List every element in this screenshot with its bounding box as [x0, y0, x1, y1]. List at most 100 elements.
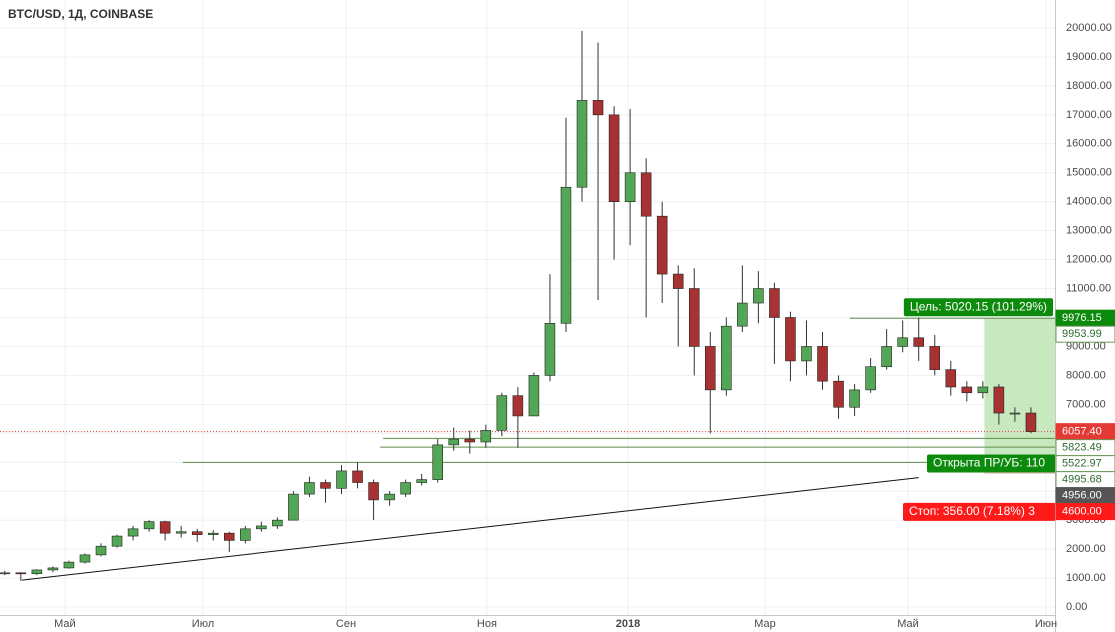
candle-body — [207, 532, 219, 535]
position-label: Открыта ПР/УБ: 110 — [927, 454, 1055, 473]
candle-body — [833, 380, 844, 408]
candle-body — [95, 545, 107, 556]
y-tick-label: 2000.00 — [1066, 543, 1106, 555]
plot-area: Цель: 5020.15 (101.29%) Открыта ПР/УБ: 11… — [0, 0, 1055, 615]
candle-body — [336, 470, 347, 489]
y-tick-label: 0.00 — [1066, 601, 1087, 613]
y-tick-label: 13000.00 — [1066, 225, 1112, 237]
candle-body — [480, 430, 492, 443]
candle-body — [111, 535, 123, 547]
chart-title: BTC/USD, 1Д, COINBASE — [8, 7, 153, 21]
candle-body — [753, 288, 764, 304]
candle-body — [47, 567, 59, 571]
candle-body — [159, 521, 171, 534]
candle-body — [576, 100, 588, 188]
x-tick-label: Май — [897, 618, 919, 630]
candle-body — [897, 337, 908, 347]
candle-body — [624, 172, 636, 203]
price-label: 4600.00 — [1062, 506, 1102, 518]
axes: 0.001000.002000.003000.004000.005000.006… — [54, 22, 1115, 630]
x-tick-label: Май — [54, 618, 76, 630]
candle-body — [801, 346, 812, 362]
candle-body — [656, 215, 668, 275]
x-tick-label: 2018 — [616, 618, 640, 630]
price-label: 4956.00 — [1062, 490, 1102, 502]
y-tick-label: 7000.00 — [1066, 398, 1106, 410]
y-tick-label: 11000.00 — [1066, 282, 1111, 294]
y-tick-label: 19000.00 — [1066, 51, 1112, 63]
candle-body — [865, 366, 876, 391]
candle-body — [224, 532, 235, 541]
y-tick-label: 14000.00 — [1066, 196, 1112, 208]
candle-body — [368, 482, 379, 501]
candle-body — [913, 337, 924, 347]
x-tick-label: Июн — [1035, 618, 1057, 630]
y-tick-label: 18000.00 — [1066, 80, 1112, 92]
candle-body — [240, 528, 251, 541]
position-label-box — [903, 502, 1055, 521]
candle-body — [929, 346, 941, 370]
candle-body — [849, 389, 860, 408]
position-label: Цель: 5020.15 (101.29%) — [903, 298, 1053, 317]
candle-body — [384, 493, 395, 501]
price-label: 6057.40 — [1062, 426, 1102, 438]
y-tick-label: 20000.00 — [1066, 22, 1112, 34]
candle-body — [544, 322, 556, 376]
price-label: 9976.15 — [1062, 312, 1102, 324]
trendline — [21, 477, 919, 581]
candle-body — [528, 375, 540, 417]
candle-body — [785, 317, 796, 362]
candle-body — [496, 395, 508, 431]
candle-body — [737, 302, 748, 327]
candle-body — [560, 186, 572, 324]
candle-body — [769, 288, 780, 318]
candle-body — [993, 386, 1005, 414]
x-tick-label: Мар — [754, 618, 776, 630]
price-label-box — [1055, 503, 1115, 521]
candle-body — [400, 482, 411, 495]
candle-body — [464, 438, 476, 443]
y-tick-label: 8000.00 — [1066, 369, 1106, 381]
price-label: 4995.68 — [1062, 474, 1102, 486]
candle-body — [1025, 412, 1037, 432]
candle-body — [1009, 412, 1021, 415]
price-label: 9953.99 — [1062, 328, 1102, 340]
candle-body — [288, 493, 299, 521]
y-tick-label: 12000.00 — [1066, 254, 1112, 266]
y-tick-label: 17000.00 — [1066, 109, 1112, 121]
position-label-box — [903, 298, 1053, 317]
y-tick-label: 16000.00 — [1066, 138, 1112, 150]
position-label: Стоп: 356.00 (7.18%) 3 — [903, 502, 1055, 521]
price-label: 5522.97 — [1062, 458, 1102, 470]
y-tick-label: 15000.00 — [1066, 167, 1112, 179]
candle-body — [817, 346, 828, 382]
position-label-box — [927, 454, 1055, 473]
candle-body — [127, 528, 139, 537]
x-tick-label: Сен — [336, 618, 356, 630]
candle-body — [640, 172, 652, 217]
candle-body — [705, 346, 716, 391]
position-label-text: Открыта ПР/УБ: 110 — [933, 456, 1045, 470]
candle-body — [352, 470, 363, 483]
candle-body — [15, 572, 27, 575]
candle-body — [63, 561, 75, 569]
candle-body — [977, 386, 989, 394]
candle-body — [191, 531, 203, 535]
candle-body — [592, 100, 604, 116]
price-label-box — [1055, 325, 1115, 343]
candle-body — [881, 346, 892, 368]
candle-body — [0, 572, 11, 575]
candle-body — [304, 482, 315, 495]
candle-body — [256, 525, 267, 530]
position-label-text: Цель: 5020.15 (101.29%) — [910, 299, 1047, 313]
candle-body — [416, 479, 427, 483]
candle-body — [961, 386, 973, 394]
candle-body — [143, 521, 155, 530]
x-tick-label: Июл — [192, 618, 214, 630]
candle-body — [688, 288, 700, 347]
candle-body — [31, 569, 43, 575]
x-tick-label: Ноя — [477, 618, 497, 630]
candle-body — [721, 325, 732, 391]
